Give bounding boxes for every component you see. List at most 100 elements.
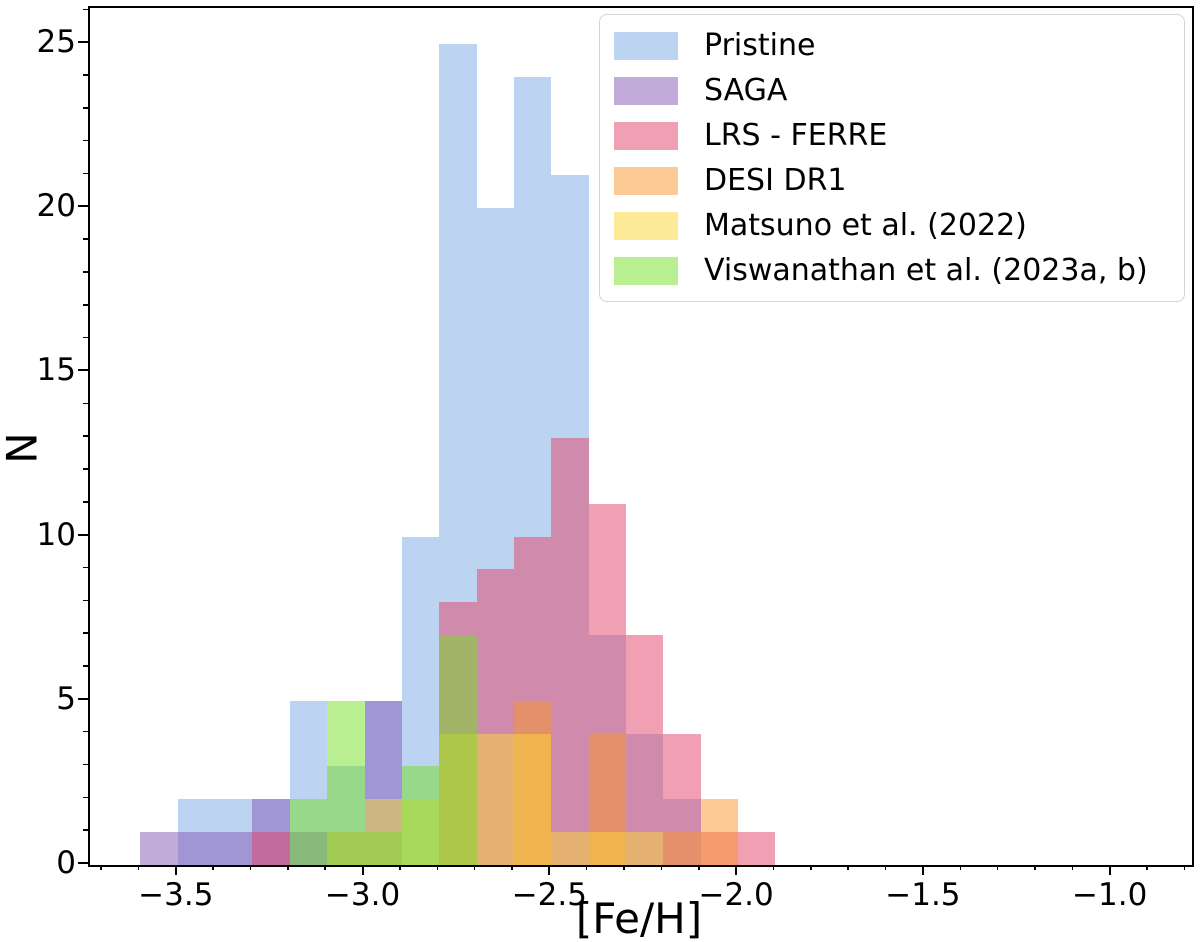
y-minor-tick [83, 665, 88, 667]
x-minor-tick [137, 865, 140, 870]
y-minor-tick [83, 632, 88, 634]
legend-label: Matsuno et al. (2022) [704, 208, 1027, 243]
y-minor-tick [83, 566, 88, 569]
x-minor-tick [996, 865, 999, 870]
x-minor-tick [249, 865, 252, 870]
y-minor-tick [83, 8, 88, 11]
histogram-bar [551, 438, 589, 865]
x-minor-tick [660, 865, 663, 870]
histogram-bar [289, 799, 328, 865]
x-minor-tick [847, 865, 849, 870]
legend-label: SAGA [704, 73, 788, 108]
x-minor-tick [212, 865, 214, 870]
x-tick [921, 865, 924, 875]
x-minor-tick [884, 865, 887, 870]
x-minor-tick [324, 865, 326, 870]
histogram-bar [700, 799, 739, 865]
x-minor-tick [810, 865, 812, 870]
y-tick [78, 533, 88, 536]
y-minor-tick [83, 468, 88, 470]
legend-swatch [614, 76, 678, 105]
x-tick-label: −1.5 [885, 877, 961, 913]
y-minor-tick [83, 435, 88, 437]
legend-item: Viswanathan et al. (2023a, b) [614, 253, 1170, 288]
histogram-bar [663, 832, 701, 865]
x-tick [548, 865, 551, 875]
x-minor-tick [1183, 865, 1186, 870]
y-minor-tick [83, 402, 88, 405]
legend-swatch [614, 166, 678, 195]
x-tick-label: −2.0 [698, 877, 774, 913]
y-minor-tick [83, 271, 88, 273]
legend-label: LRS - FERRE [704, 118, 888, 153]
x-axis-label: [Fe/H] [575, 894, 703, 942]
x-tick-label: −3.0 [324, 877, 401, 913]
legend-item: LRS - FERRE [614, 118, 1170, 153]
y-minor-tick [83, 304, 88, 306]
y-tick-label: 0 [56, 845, 76, 881]
histogram-bar [513, 733, 552, 865]
x-tick-label: −3.5 [138, 877, 214, 913]
histogram-bar [215, 832, 253, 865]
y-minor-tick [83, 139, 88, 142]
y-minor-tick [83, 829, 88, 831]
x-minor-tick [585, 865, 588, 870]
y-tick-label: 20 [36, 188, 76, 225]
legend-swatch [614, 211, 678, 240]
legend-item: SAGA [614, 73, 1170, 108]
x-minor-tick [100, 865, 102, 870]
legend-swatch [614, 31, 678, 60]
histogram-bar [588, 832, 627, 865]
y-tick [78, 41, 88, 44]
x-minor-tick [1071, 865, 1074, 870]
y-minor-tick [83, 501, 88, 503]
y-minor-tick [83, 730, 88, 733]
histogram-bar [252, 832, 290, 865]
y-tick [78, 697, 88, 700]
y-tick [78, 862, 88, 864]
x-minor-tick [1146, 865, 1148, 870]
y-tick [78, 369, 88, 372]
x-tick [735, 865, 738, 875]
histogram-bar [177, 832, 216, 865]
x-minor-tick [436, 865, 439, 870]
x-minor-tick [623, 865, 625, 870]
histogram-bar [140, 832, 178, 865]
y-minor-tick [83, 238, 88, 240]
y-minor-tick [83, 763, 88, 766]
legend-label: DESI DR1 [704, 163, 847, 198]
legend-label: Pristine [704, 28, 816, 63]
x-minor-tick [959, 865, 961, 870]
legend-swatch [614, 256, 678, 285]
legend-item: Matsuno et al. (2022) [614, 208, 1170, 243]
x-tick-label: −1.0 [1072, 877, 1148, 913]
x-tick [174, 865, 177, 875]
x-minor-tick [511, 865, 513, 870]
y-minor-tick [83, 74, 88, 76]
legend-label: Viswanathan et al. (2023a, b) [704, 253, 1148, 288]
legend-item: Pristine [614, 28, 1170, 63]
y-axis-label: N [0, 432, 47, 464]
legend: Pristine SAGA LRS - FERRE DESI DR1 Matsuno e… [599, 14, 1185, 302]
x-minor-tick [473, 865, 476, 870]
bars-layer [90, 8, 1192, 865]
histogram-bar [738, 832, 776, 865]
y-tick-label: 5 [56, 680, 76, 717]
histogram-bar [626, 635, 664, 865]
x-minor-tick [399, 865, 401, 870]
y-minor-tick [83, 107, 88, 109]
x-minor-tick [772, 865, 775, 870]
histogram-bar [626, 832, 664, 865]
legend-item: DESI DR1 [614, 163, 1170, 198]
x-tick [1108, 865, 1111, 875]
y-tick-label: 10 [36, 516, 76, 553]
histogram-bar [327, 700, 365, 865]
x-minor-tick [287, 865, 289, 870]
y-minor-tick [83, 599, 88, 602]
y-tick-label: 25 [36, 24, 76, 61]
histogram-bar [401, 766, 440, 865]
histogram-bar [551, 832, 589, 865]
y-minor-tick [83, 172, 88, 175]
histogram-bar [364, 832, 402, 865]
